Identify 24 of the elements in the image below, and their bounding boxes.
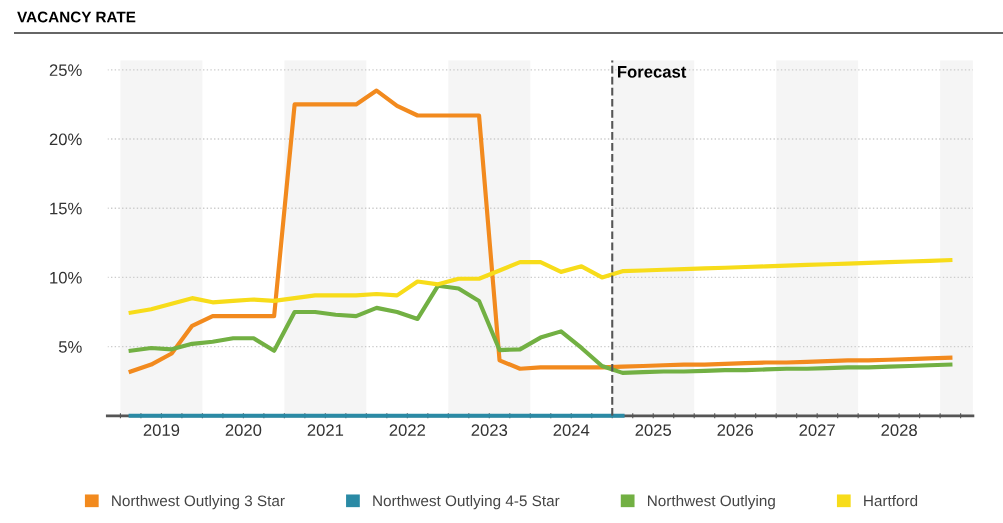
ref-line-label: Forecast (617, 66, 687, 78)
y-tick-label: 10% (50, 271, 82, 284)
x-tick-label: 2019 (143, 424, 180, 437)
y-tick-label: 5% (58, 341, 82, 353)
line-series (128, 283, 953, 375)
y-tick-label: 15% (50, 202, 82, 215)
chart-title: VACANCY RATE (17, 11, 136, 23)
legend-label: Hartford (864, 495, 918, 507)
x-tick-label: 2027 (799, 424, 835, 437)
x-tick-label: 2023 (471, 424, 508, 437)
x-tick-label: 2022 (389, 424, 426, 437)
legend-label: Northwest Outlying (648, 495, 775, 510)
legend-label: Northwest Outlying 3 Star (112, 495, 285, 510)
line-series (128, 88, 953, 374)
x-tick-label: 2020 (225, 424, 262, 437)
y-tick-label: 20% (49, 133, 82, 146)
y-tick-label: 25% (49, 64, 82, 77)
x-tick-label: 2021 (307, 424, 344, 437)
legend-label: Northwest Outlying 4-5 Star (373, 495, 560, 510)
x-tick-label: 2025 (635, 424, 672, 437)
x-tick-label: 2024 (553, 424, 590, 437)
x-tick-label: 2026 (717, 424, 754, 437)
line-series (128, 258, 953, 315)
x-tick-label: 2028 (881, 424, 917, 437)
